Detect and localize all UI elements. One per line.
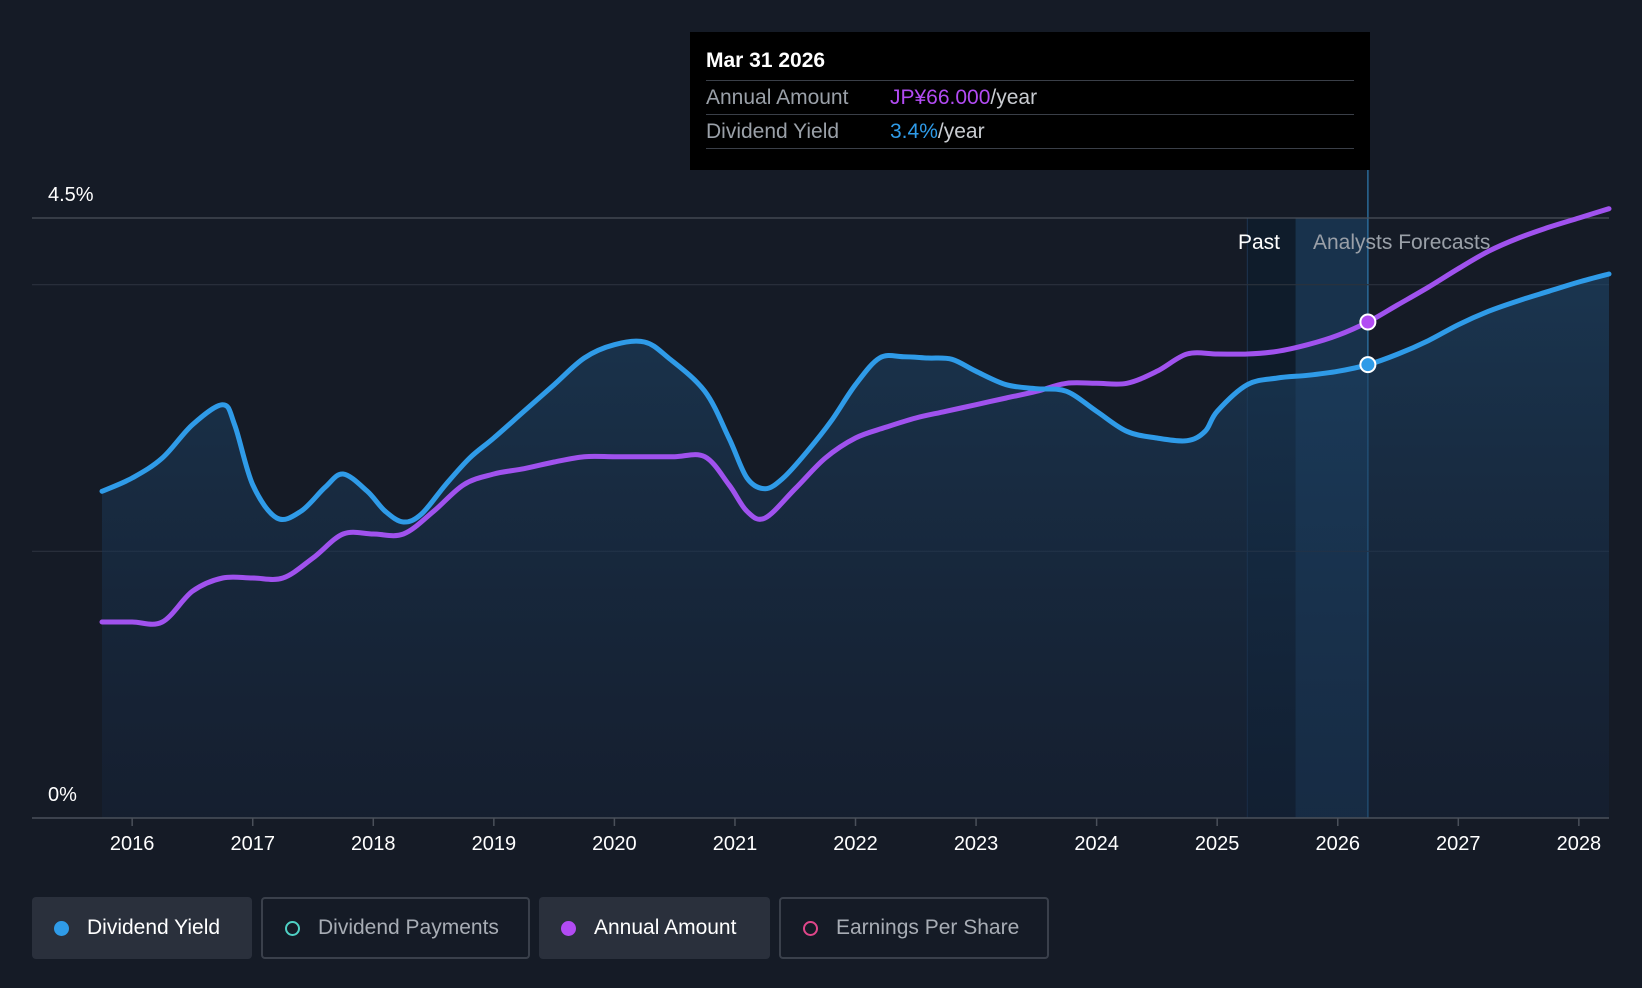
x-tick-label: 2023 — [954, 833, 999, 855]
tooltip-key: Dividend Yield — [706, 120, 840, 143]
legend-earnings-per-share[interactable]: Earnings Per Share — [779, 897, 1049, 959]
legend-annual-amount[interactable]: Annual Amount — [539, 897, 770, 959]
legend-dot-icon — [561, 920, 576, 936]
x-tick-label: 2021 — [713, 833, 758, 855]
x-tick-label: 2025 — [1195, 833, 1240, 855]
x-tick-label: 2028 — [1557, 833, 1602, 855]
x-tick-label: 2020 — [592, 833, 637, 855]
tooltip-date: Mar 31 2026 — [706, 46, 1354, 81]
tooltip-unit: /year — [937, 120, 985, 143]
legend-dot-icon — [54, 920, 69, 936]
legend-label: Dividend Yield — [87, 916, 221, 939]
forecast-label: Analysts Forecasts — [1313, 231, 1490, 254]
dividend-yield-area — [102, 274, 1609, 818]
legend-label: Earnings Per Share — [836, 916, 1020, 939]
tooltip-value: JP¥66.000 — [890, 86, 991, 109]
x-tick-label: 2017 — [230, 833, 275, 855]
x-tick-label: 2027 — [1436, 833, 1481, 855]
legend-dot-icon — [803, 920, 818, 936]
past-label: Past — [1238, 231, 1280, 254]
x-tick-label: 2026 — [1315, 833, 1360, 855]
x-tick-label: 2018 — [351, 833, 396, 855]
legend-label: Annual Amount — [594, 916, 737, 939]
tooltip-row-dividend-yield: Dividend Yield 3.4% /year — [706, 115, 1354, 149]
legend-label: Dividend Payments — [318, 916, 499, 939]
tooltip-unit: /year — [990, 86, 1038, 109]
x-tick-label: 2024 — [1074, 833, 1119, 855]
legend: Dividend Yield Dividend Payments Annual … — [32, 897, 1049, 959]
y-tick-label-top: 4.5% — [48, 184, 94, 206]
dividend-yield-line — [99, 271, 1612, 525]
legend-dividend-yield[interactable]: Dividend Yield — [32, 897, 252, 959]
tooltip-value: 3.4% — [890, 120, 938, 143]
legend-dot-icon — [285, 920, 300, 936]
dividend-yield-marker — [1359, 356, 1377, 374]
x-tick-label: 2022 — [833, 833, 878, 855]
annual-amount-line — [99, 206, 1612, 627]
y-tick-label-bottom: 0% — [48, 784, 77, 806]
annual-amount-marker — [1359, 313, 1377, 331]
tooltip: Mar 31 2026 Annual Amount JP¥66.000 /yea… — [690, 32, 1370, 170]
legend-dividend-payments[interactable]: Dividend Payments — [261, 897, 530, 959]
x-tick-label: 2016 — [110, 833, 155, 855]
tooltip-key: Annual Amount — [706, 86, 849, 109]
tooltip-row-annual-amount: Annual Amount JP¥66.000 /year — [706, 81, 1354, 115]
x-tick-label: 2019 — [472, 833, 517, 855]
